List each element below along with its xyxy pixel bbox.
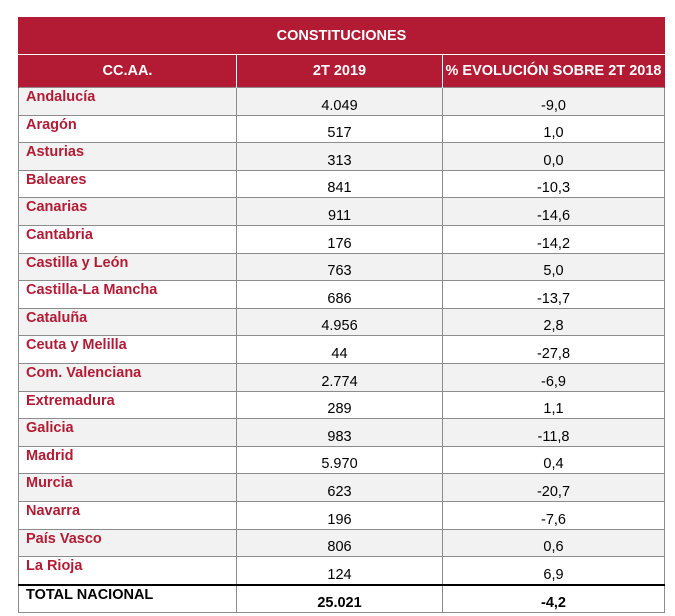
table-row: Galicia 983 -11,8 xyxy=(18,418,665,447)
table-row: Castilla-La Mancha 686 -13,7 xyxy=(18,280,665,309)
table-row: Extremadura 289 1,1 xyxy=(18,390,665,420)
evolution-cell: 2,8 xyxy=(442,307,665,337)
region-cell: Extremadura xyxy=(18,390,237,420)
region-cell: Cantabria xyxy=(18,224,237,254)
evolution-cell: 0,6 xyxy=(442,528,665,558)
value-cell: 176 xyxy=(236,224,443,254)
value-cell: 983 xyxy=(236,418,443,447)
evolution-cell: -14,2 xyxy=(442,224,665,254)
evolution-cell: -11,8 xyxy=(442,418,665,447)
region-cell: Murcia xyxy=(18,473,237,502)
value-cell: 5.970 xyxy=(236,445,443,475)
value-cell: 44 xyxy=(236,335,443,364)
evolution-cell: 0,0 xyxy=(442,142,665,171)
evolution-cell: -27,8 xyxy=(442,335,665,364)
evolution-cell: -14,6 xyxy=(442,197,665,226)
table-row: Canarias 911 -14,6 xyxy=(18,197,665,226)
region-cell: Cataluña xyxy=(18,307,237,337)
evolution-cell: 0,4 xyxy=(442,445,665,475)
region-cell: Castilla y León xyxy=(18,252,237,282)
region-cell: Baleares xyxy=(18,169,237,199)
evolution-cell: -13,7 xyxy=(442,280,665,309)
evolution-cell: 6,9 xyxy=(442,556,665,586)
table-body: Andalucía 4.049 -9,0 Aragón 517 1,0 Asturias 31… xyxy=(18,87,665,586)
table-row: País Vasco 806 0,6 xyxy=(18,528,665,558)
table-row: Com. Valenciana 2.774 -6,9 xyxy=(18,362,665,392)
total-label: TOTAL NACIONAL xyxy=(18,583,237,614)
column-header-evolution: % EVOLUCIÓN SOBRE 2T 2018 xyxy=(442,54,665,88)
total-row: TOTAL NACIONAL 25.021 -4,2 xyxy=(18,583,665,614)
table-title: CONSTITUCIONES xyxy=(18,17,665,55)
table-header-row: CC.AA. 2T 2019 % EVOLUCIÓN SOBRE 2T 2018 xyxy=(18,54,665,88)
evolution-cell: -7,6 xyxy=(442,500,665,530)
value-cell: 763 xyxy=(236,252,443,282)
table-title-row: CONSTITUCIONES xyxy=(18,17,665,55)
region-cell: Andalucía xyxy=(18,87,237,116)
region-cell: Com. Valenciana xyxy=(18,362,237,392)
value-cell: 2.774 xyxy=(236,362,443,392)
region-cell: Asturias xyxy=(18,142,237,171)
evolution-cell: -6,9 xyxy=(442,362,665,392)
value-cell: 4.049 xyxy=(236,87,443,116)
value-cell: 313 xyxy=(236,142,443,171)
region-cell: País Vasco xyxy=(18,528,237,558)
value-cell: 623 xyxy=(236,473,443,502)
value-cell: 289 xyxy=(236,390,443,420)
table-row: Baleares 841 -10,3 xyxy=(18,169,665,199)
total-evolution: -4,2 xyxy=(442,583,665,614)
table-row: Castilla y León 763 5,0 xyxy=(18,252,665,282)
region-cell: Navarra xyxy=(18,500,237,530)
region-cell: Ceuta y Melilla xyxy=(18,335,237,364)
evolution-cell: 1,0 xyxy=(442,114,665,144)
constituciones-table: CONSTITUCIONES CC.AA. 2T 2019 % EVOLUCIÓ… xyxy=(18,17,665,614)
value-cell: 196 xyxy=(236,500,443,530)
region-cell: Galicia xyxy=(18,418,237,447)
total-value: 25.021 xyxy=(236,583,443,614)
value-cell: 686 xyxy=(236,280,443,309)
evolution-cell: 5,0 xyxy=(442,252,665,282)
table-row: Aragón 517 1,0 xyxy=(18,114,665,144)
evolution-cell: -20,7 xyxy=(442,473,665,502)
table-row: Andalucía 4.049 -9,0 xyxy=(18,87,665,116)
value-cell: 4.956 xyxy=(236,307,443,337)
table-row: Murcia 623 -20,7 xyxy=(18,473,665,502)
column-header-2t-2019: 2T 2019 xyxy=(236,54,443,88)
value-cell: 806 xyxy=(236,528,443,558)
constituciones-table-container: CONSTITUCIONES CC.AA. 2T 2019 % EVOLUCIÓ… xyxy=(18,17,665,614)
table-row: Asturias 313 0,0 xyxy=(18,142,665,171)
value-cell: 124 xyxy=(236,556,443,586)
table-row: La Rioja 124 6,9 xyxy=(18,556,665,586)
table-row: Madrid 5.970 0,4 xyxy=(18,445,665,475)
value-cell: 517 xyxy=(236,114,443,144)
region-cell: Canarias xyxy=(18,197,237,226)
column-header-region: CC.AA. xyxy=(18,54,237,88)
region-cell: Castilla-La Mancha xyxy=(18,280,237,309)
table-row: Navarra 196 -7,6 xyxy=(18,500,665,530)
evolution-cell: -10,3 xyxy=(442,169,665,199)
value-cell: 841 xyxy=(236,169,443,199)
region-cell: La Rioja xyxy=(18,556,237,586)
value-cell: 911 xyxy=(236,197,443,226)
evolution-cell: -9,0 xyxy=(442,87,665,116)
region-cell: Madrid xyxy=(18,445,237,475)
evolution-cell: 1,1 xyxy=(442,390,665,420)
table-row: Cataluña 4.956 2,8 xyxy=(18,307,665,337)
table-row: Ceuta y Melilla 44 -27,8 xyxy=(18,335,665,364)
table-row: Cantabria 176 -14,2 xyxy=(18,224,665,254)
region-cell: Aragón xyxy=(18,114,237,144)
